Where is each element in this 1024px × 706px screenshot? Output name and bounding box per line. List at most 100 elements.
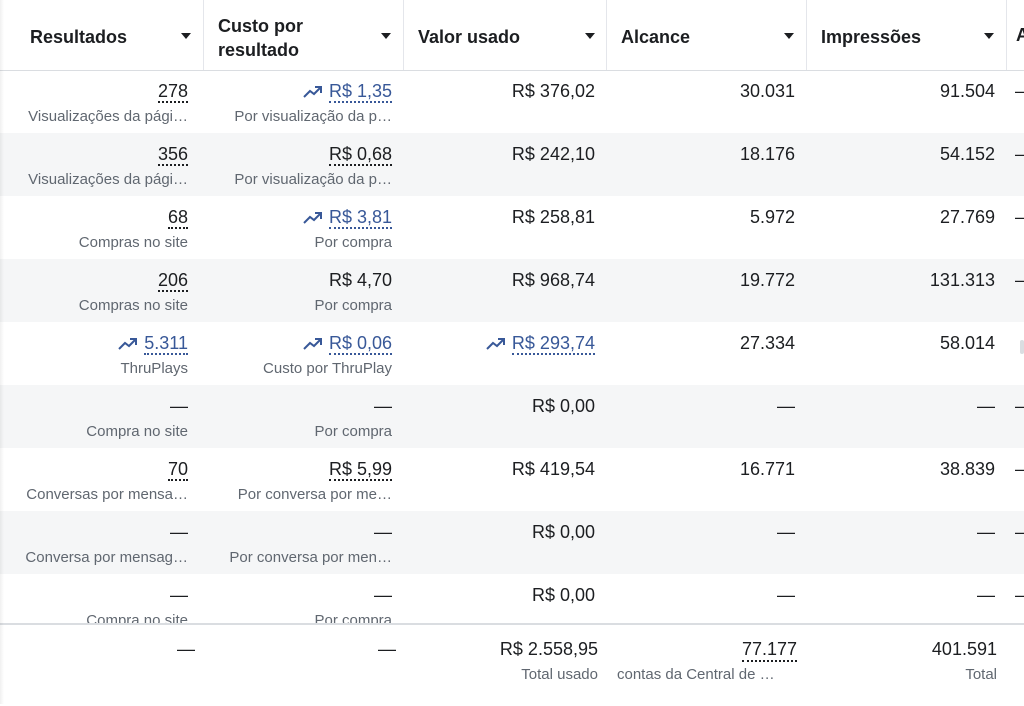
cost-type: Por conversa por me… [237,486,392,503]
table-row[interactable]: — Conversa por mensag… — Por conversa por m… [0,511,1024,574]
cell-impressoes: 54.152 [807,133,995,196]
impressions-value-text: 131.313 [929,270,995,290]
result-value[interactable]: 278 [157,80,188,103]
spend-value: R$ 968,74 [512,269,595,291]
result-type: Visualizações da pági… [28,171,188,188]
caret-down-icon[interactable] [585,33,595,39]
cost-value-text[interactable]: R$ 0,68 [328,144,392,166]
trend-up-icon [303,86,322,98]
cost-value[interactable]: R$ 1,35 [303,80,392,103]
cost-value-text[interactable]: R$ 5,99 [328,459,392,481]
cell-alcance: 27.334 [607,322,795,385]
cell-resultados: 5.311 ThruPlays [0,322,188,385]
impressions-value: — [977,584,995,606]
column-header-valor-usado[interactable]: Valor usado [404,0,607,70]
table-row[interactable]: 278 Visualizações da pági… R$ 1,35 Por visu… [0,70,1024,133]
reach-value: 27.334 [740,332,795,354]
table-row[interactable]: 70 Conversas por mensa… R$ 5,99 Por convers… [0,448,1024,511]
cell-resultados: — Compra no site [0,574,188,637]
cost-value-text: — [374,396,392,416]
spend-value[interactable]: R$ 293,74 [486,332,595,355]
column-header-custo-por-resultado[interactable]: Custo por resultado [204,0,404,70]
column-header-next-truncated[interactable]: A [1016,25,1024,45]
total-alcance-label: contas da Central de … [617,666,775,683]
cell-resultados: — Compra no site [0,385,188,448]
result-value-text: — [170,396,188,416]
cost-value[interactable]: R$ 3,81 [303,206,392,229]
cost-type: Custo por ThruPlay [263,360,392,377]
total-impressoes-label: Total [965,666,997,683]
result-type: ThruPlays [120,360,188,377]
table-row[interactable]: 68 Compras no site R$ 3,81 Por compra R$ 258… [0,196,1024,259]
cell-impressoes: — [807,511,995,574]
result-value[interactable]: 70 [167,458,188,481]
result-value: — [170,395,188,417]
spend-value-text: R$ 0,00 [531,522,595,542]
cost-value: — [374,584,392,606]
caret-down-icon[interactable] [181,33,191,39]
spend-value: R$ 258,81 [512,206,595,228]
spend-value-text[interactable]: R$ 293,74 [511,333,595,355]
result-value-text: — [170,585,188,605]
cost-value-text[interactable]: R$ 1,35 [328,81,392,103]
cell-alcance: — [607,574,795,637]
cost-value-text: R$ 4,70 [328,270,392,290]
cell-impressoes: — [807,385,995,448]
cell-impressoes: 27.769 [807,196,995,259]
cost-type: Por compra [314,297,392,314]
cell-resultados: — Conversa por mensag… [0,511,188,574]
column-header-resultados[interactable]: Resultados [0,0,204,70]
impressions-value-text: 58.014 [939,333,995,353]
result-value-text[interactable]: 278 [157,81,188,103]
result-value[interactable]: 5.311 [118,332,188,355]
cost-value-text[interactable]: R$ 3,81 [328,207,392,229]
reach-value-text: — [777,585,795,605]
reach-value-text: 27.334 [739,333,795,353]
total-alcance: 77.177 contas da Central de … [607,625,797,706]
cost-value[interactable]: R$ 0,06 [303,332,392,355]
result-value[interactable]: 206 [157,269,188,292]
cost-value[interactable]: R$ 0,68 [328,143,392,166]
table-row[interactable]: 5.311 ThruPlays R$ 0,06 Custo por ThruPlay R… [0,322,1024,385]
cost-value[interactable]: R$ 5,99 [328,458,392,481]
cell-custo-por-resultado: — Por compra [204,385,392,448]
caret-down-icon[interactable] [381,33,391,39]
result-value-text[interactable]: 5.311 [144,333,188,355]
total-custo-value: — [378,639,396,659]
result-type: Visualizações da pági… [28,108,188,125]
cell-impressoes: 91.504 [807,70,995,133]
result-value[interactable]: 356 [157,143,188,166]
result-value-text[interactable]: 70 [167,459,188,481]
result-value[interactable]: 68 [167,206,188,229]
impressions-value: 54.152 [940,143,995,165]
cell-valor-usado: R$ 419,54 [404,448,595,511]
spend-value: R$ 0,00 [532,521,595,543]
cell-resultados: 356 Visualizações da pági… [0,133,188,196]
spend-value-text: R$ 968,74 [511,270,595,290]
spend-value: R$ 242,10 [512,143,595,165]
table-row[interactable]: 206 Compras no site R$ 4,70 Por compra R$ 96… [0,259,1024,322]
cost-value-text[interactable]: R$ 0,06 [328,333,392,355]
cell-valor-usado: R$ 258,81 [404,196,595,259]
caret-down-icon[interactable] [984,33,994,39]
cost-type: Por visualização da p… [234,171,392,188]
result-value-text[interactable]: 356 [157,144,188,166]
next-column-truncated-value: – [1015,521,1024,543]
reach-value: — [777,521,795,543]
scrollbar-thumb[interactable] [1020,340,1024,354]
column-header-alcance[interactable]: Alcance [607,0,807,70]
result-value-text[interactable]: 68 [167,207,188,229]
table-row[interactable]: 356 Visualizações da pági… R$ 0,68 Por visu… [0,133,1024,196]
reach-value-text: 19.772 [739,270,795,290]
total-alcance-value[interactable]: 77.177 [741,638,797,662]
column-header-impressoes[interactable]: Impressões [807,0,1007,70]
next-column-truncated-value: – [1015,269,1024,291]
impressions-value-text: 54.152 [939,144,995,164]
next-column-truncated-value: – [1015,206,1024,228]
next-column-truncated-value: – [1015,395,1024,417]
result-value-text[interactable]: 206 [157,270,188,292]
caret-down-icon[interactable] [784,33,794,39]
cell-valor-usado: R$ 968,74 [404,259,595,322]
